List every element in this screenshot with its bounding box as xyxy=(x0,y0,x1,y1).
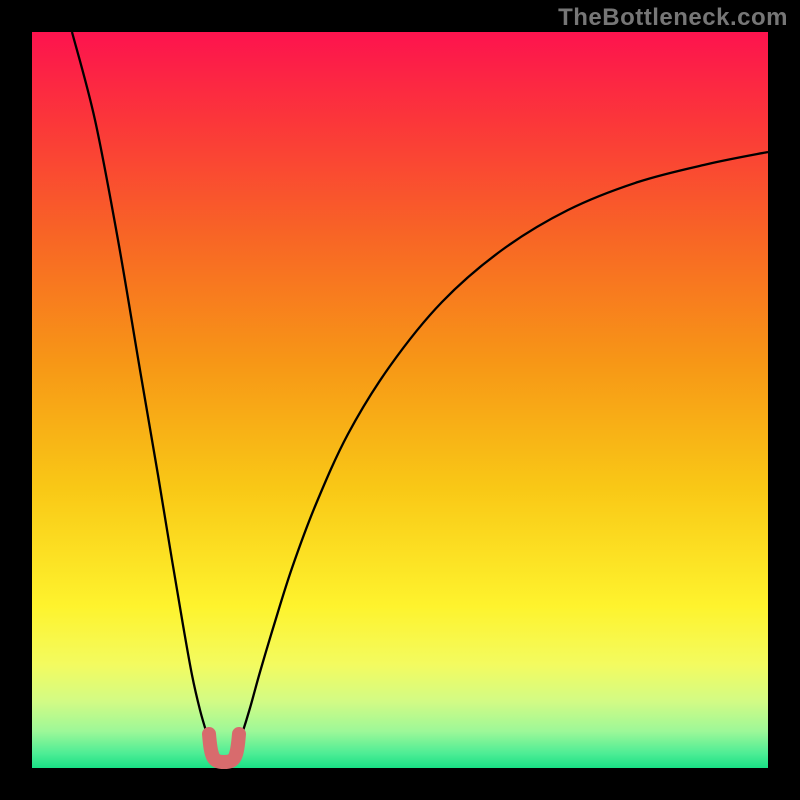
plot-background-gradient xyxy=(32,32,768,768)
chart-svg xyxy=(0,0,800,800)
watermark-text: TheBottleneck.com xyxy=(558,4,788,32)
chart-container: TheBottleneck.com xyxy=(0,0,800,800)
